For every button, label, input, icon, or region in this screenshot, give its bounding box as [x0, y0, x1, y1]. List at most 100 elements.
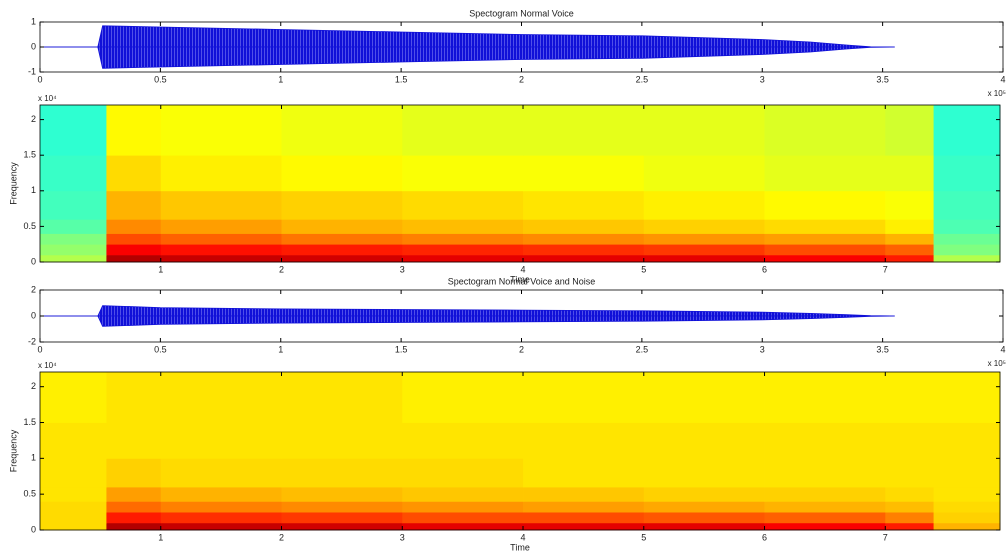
- x-tick-label: 2: [279, 264, 284, 274]
- spectrogram-cell: [40, 501, 107, 513]
- x-tick-label: 3: [400, 264, 405, 274]
- spectrogram-cell: [885, 190, 934, 220]
- y-exponent-label: x 10⁴: [38, 94, 57, 103]
- spectrogram-cell: [160, 487, 282, 502]
- spectrogram-cell: [281, 487, 403, 502]
- spectrogram-cell: [643, 422, 765, 459]
- spectrogram-cell: [106, 105, 162, 156]
- y-tick-label: 1: [31, 453, 36, 463]
- spectrogram-cell: [402, 501, 524, 513]
- y-tick-label: 2: [31, 114, 36, 124]
- spectrogram-cell: [281, 501, 403, 513]
- x-tick-label: 0: [37, 74, 42, 84]
- spectrogram-cell: [40, 422, 107, 459]
- spectrogram-cell: [40, 155, 107, 192]
- spectrogram-cell: [764, 105, 886, 156]
- spectrogram-cell: [885, 372, 934, 423]
- x-tick-label: 1: [278, 74, 283, 84]
- spectrogram-cell: [885, 422, 934, 459]
- axes-frame: [39, 371, 1001, 531]
- spectrogram-cell: [106, 254, 162, 263]
- spectrogram-cell: [281, 233, 403, 245]
- spectrogram-cell: [40, 254, 107, 263]
- x-tick-label: 0.5: [154, 344, 167, 354]
- spectrogram-cell: [885, 244, 934, 256]
- spectrogram-cell: [523, 233, 645, 245]
- chart-title: Spectogram Normal Voice: [469, 8, 574, 18]
- x-exponent-label: x 10⁵: [988, 359, 1006, 368]
- spectrogram-cell: [764, 372, 886, 423]
- spectrogram-cell: [764, 219, 886, 234]
- spectrogram-cell: [764, 522, 886, 531]
- spectrogram-cell: [160, 501, 282, 513]
- spectrogram-cell: [885, 458, 934, 488]
- x-tick-label: 2: [519, 344, 524, 354]
- spectrogram-cell: [885, 233, 934, 245]
- spectrogram-cell: [643, 155, 765, 192]
- spectrogram-cell: [402, 233, 524, 245]
- x-tick-label: 1: [158, 532, 163, 542]
- x-tick-label: 3: [400, 532, 405, 542]
- spectrogram-cell: [643, 219, 765, 234]
- spectrogram-cell: [643, 487, 765, 502]
- spectrogram-cell: [643, 522, 765, 531]
- spectrogram-cell: [933, 501, 1001, 513]
- x-tick-label: 0.5: [154, 74, 167, 84]
- x-tick-label: 4: [521, 264, 526, 274]
- spectrogram-cell: [40, 458, 107, 488]
- spectrogram-cell: [933, 522, 1001, 531]
- x-tick-label: 6: [762, 264, 767, 274]
- spectrogram-cell: [160, 522, 282, 531]
- spectrogram-cell: [933, 155, 1001, 192]
- y-tick-label: 1: [31, 185, 36, 195]
- spectrogram-cell: [764, 458, 886, 488]
- chart-title: Spectogram Normal Voice and Noise: [448, 276, 596, 286]
- x-tick-label: 3: [760, 74, 765, 84]
- spectrogram-cell: [523, 512, 645, 524]
- spectrogram-cell: [402, 219, 524, 234]
- spectrogram-cell: [106, 155, 162, 192]
- spectrogram-cell: [523, 522, 645, 531]
- spectrogram-cell: [933, 422, 1001, 459]
- spectrogram-cell: [885, 512, 934, 524]
- spectrogram-cell: [764, 487, 886, 502]
- spectrogram-cell: [40, 244, 107, 256]
- spectrogram-cell: [106, 522, 162, 531]
- spectrogram-cell: [160, 244, 282, 256]
- waveform-upper: [40, 305, 895, 317]
- spectrogram-cell: [160, 155, 282, 192]
- y-tick-label: 0: [31, 256, 36, 266]
- y-tick-label: -1: [28, 66, 36, 76]
- spectrogram-cell: [885, 105, 934, 156]
- spectrogram-cell: [885, 487, 934, 502]
- spectrogram-cell: [106, 501, 162, 513]
- x-tick-label: 7: [883, 264, 888, 274]
- waveform-upper: [40, 25, 895, 48]
- spectrogram-cell: [106, 233, 162, 245]
- spectrogram-cell: [885, 522, 934, 531]
- spectrogram-cell: [402, 155, 524, 192]
- y-axis-label: Frequency: [8, 429, 18, 472]
- spectrogram-cell: [933, 105, 1001, 156]
- spectrogram-cell: [106, 458, 162, 488]
- x-tick-label: 4: [521, 532, 526, 542]
- spectrogram-cell: [281, 155, 403, 192]
- spectrogram-cell: [402, 190, 524, 220]
- spectrogram-cell: [106, 372, 162, 423]
- y-tick-label: 2: [31, 381, 36, 391]
- x-tick-label: 4: [1000, 74, 1005, 84]
- x-tick-label: 5: [641, 532, 646, 542]
- waveform-lower: [40, 315, 895, 327]
- y-tick-label: 0.5: [23, 221, 36, 231]
- spectrogram-cell: [933, 244, 1001, 256]
- x-tick-label: 3: [760, 344, 765, 354]
- x-tick-label: 1.5: [395, 74, 408, 84]
- spectrogram-cell: [106, 487, 162, 502]
- spectrogram-cell: [764, 512, 886, 524]
- spectrogram-cell: [160, 458, 282, 488]
- spectrogram-cell: [402, 422, 524, 459]
- spectrogram-cell: [523, 254, 645, 263]
- x-tick-label: 3.5: [876, 344, 889, 354]
- spectrogram-cell: [281, 254, 403, 263]
